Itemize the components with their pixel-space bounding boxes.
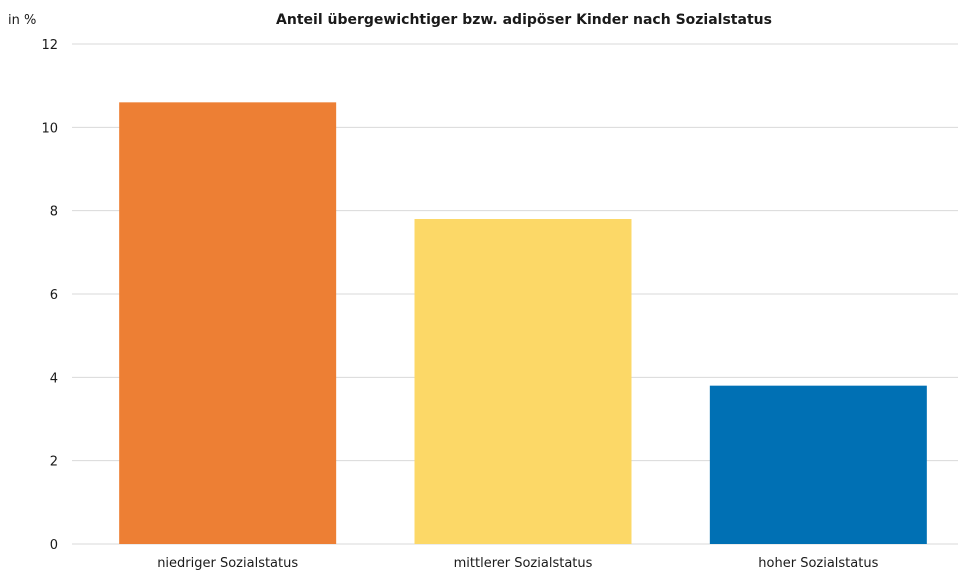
y-tick-label-6: 12 [41,38,58,53]
x-tick-label-2: hoher Sozialstatus [758,556,878,571]
y-tick-label-2: 4 [50,371,58,386]
x-axis-ticks: niedriger Sozialstatus mittlerer Sozialst… [157,556,878,571]
bar-0 [119,102,337,544]
x-tick-label-1: mittlerer Sozialstatus [454,556,593,571]
x-tick-label-0: niedriger Sozialstatus [157,556,298,571]
y-axis-unit-label: in % [8,13,36,28]
y-tick-label-1: 2 [50,455,58,470]
bars [119,102,927,544]
bar-2 [709,385,927,544]
y-tick-label-5: 10 [41,121,58,136]
y-tick-label-4: 8 [50,205,58,220]
y-tick-label-3: 6 [50,288,58,303]
y-tick-label-0: 0 [50,538,58,553]
chart-title: Anteil übergewichtiger bzw. adipöser Kin… [276,12,772,28]
bar-1 [414,219,632,544]
y-axis-ticks: 0 2 4 6 8 10 12 [41,38,58,553]
